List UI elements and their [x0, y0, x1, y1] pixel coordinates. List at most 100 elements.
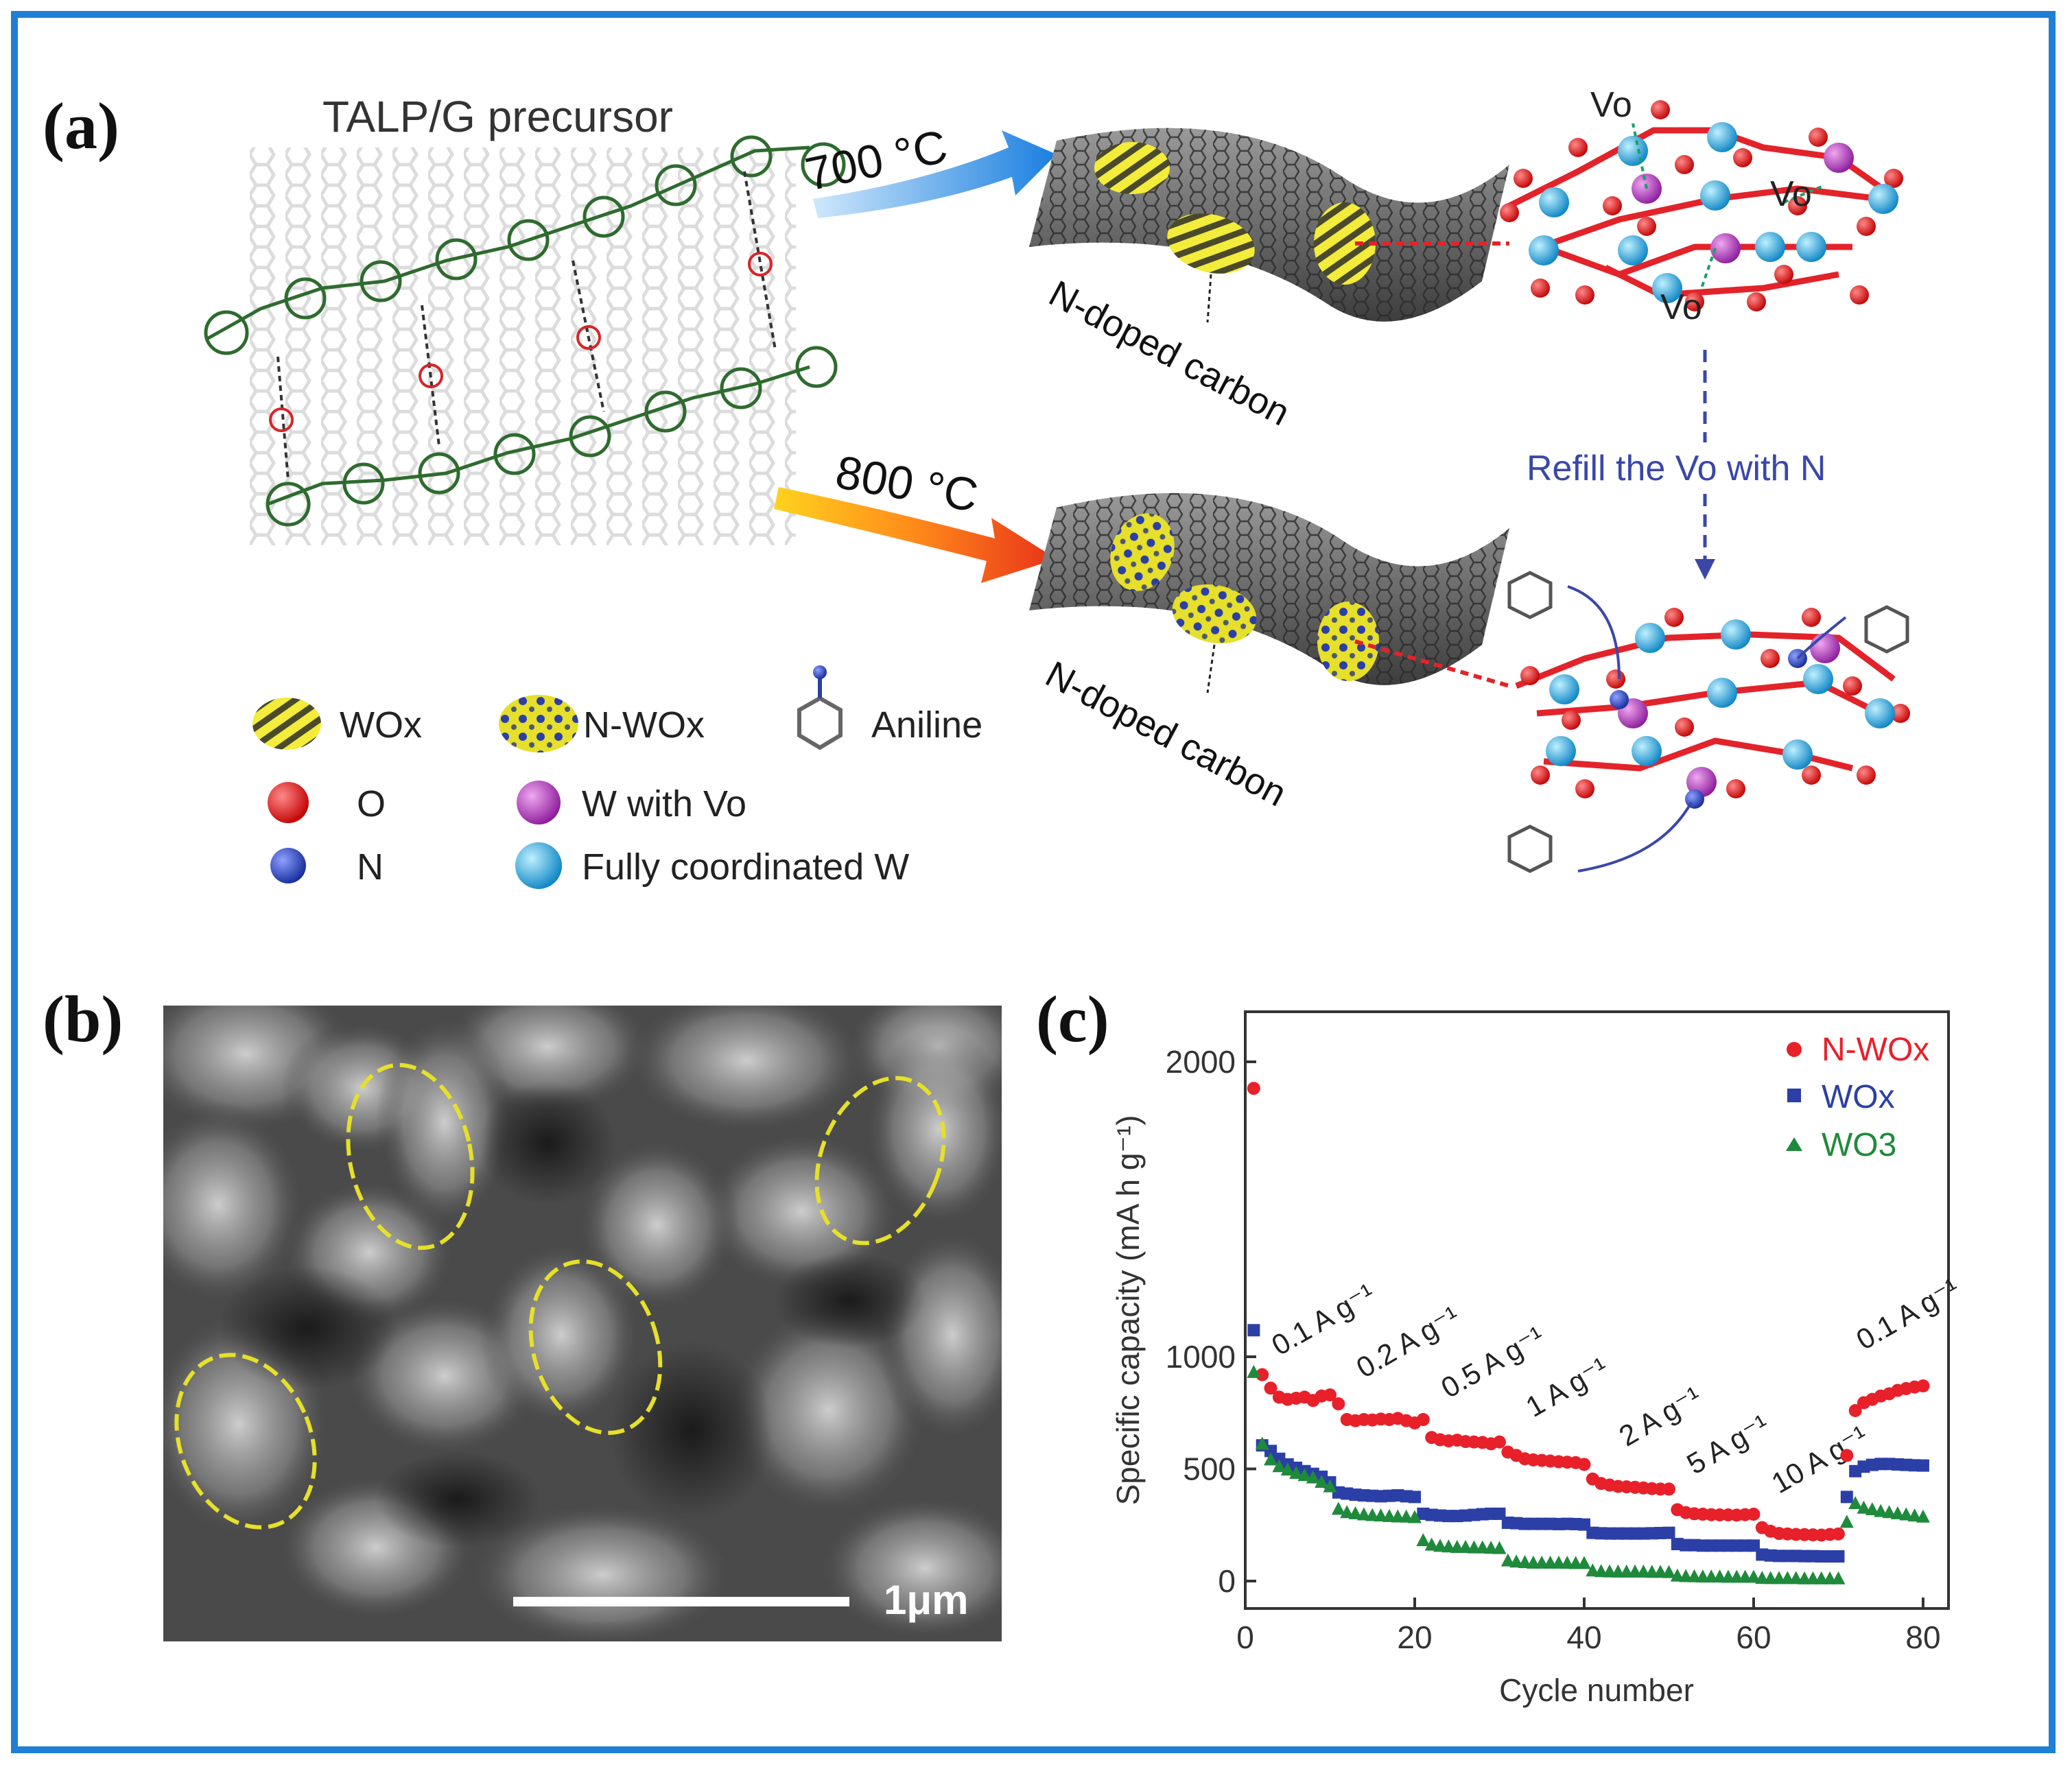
point-wo3 — [1315, 1475, 1329, 1488]
point-n-wox — [1416, 1413, 1430, 1427]
panel-label-a: (a) — [43, 89, 119, 163]
point-n-wox — [1332, 1397, 1345, 1411]
plot-frame — [1244, 1010, 1950, 1610]
point-wo3 — [1280, 1462, 1295, 1476]
point-wo3 — [1399, 1509, 1413, 1523]
point-wo3 — [1746, 1569, 1761, 1583]
panel-label-c: (c) — [1036, 982, 1109, 1056]
arrow-700 — [813, 130, 1057, 218]
chart-legend: N-WOx WOx WO3 — [1786, 1032, 1929, 1163]
aniline-molecules — [1507, 571, 1909, 873]
point-wo3 — [1323, 1479, 1337, 1493]
vacancy-label-1: Vo — [1590, 85, 1632, 125]
tungstic-acid-links — [269, 171, 777, 481]
point-wo3 — [1712, 1569, 1727, 1583]
point-wo3 — [1484, 1541, 1498, 1554]
legend-nwox-label: N-WOx — [583, 704, 705, 746]
point-wo3 — [1348, 1506, 1363, 1519]
graphene-lattice — [247, 147, 796, 545]
point-wo3 — [1365, 1508, 1380, 1521]
y-tick-label: 500 — [1183, 1451, 1236, 1487]
legend-wox-label: WOx — [340, 704, 422, 746]
point-n-wox — [1831, 1527, 1845, 1541]
point-wo3 — [1416, 1533, 1431, 1547]
schematic-panel: TALP/G precursor 700 °C 800 °C N-doped c… — [204, 85, 1910, 889]
point-wo3 — [1391, 1509, 1405, 1523]
legend-oxygen: O — [268, 782, 386, 824]
micrograph-image: 1μm — [163, 1006, 1002, 1641]
point-wo3 — [1247, 1364, 1261, 1378]
vacancy-label-2: Vo — [1770, 174, 1812, 214]
point-wo3 — [1831, 1571, 1846, 1584]
legend-marker-wo3 — [1786, 1137, 1802, 1151]
point-wo3 — [1577, 1556, 1591, 1569]
carbon-sheet-bottom — [1029, 492, 1509, 693]
wox-lattice-top — [1500, 100, 1903, 311]
point-wox — [1408, 1491, 1421, 1504]
point-n-wox — [1323, 1388, 1337, 1402]
point-wox — [1662, 1526, 1675, 1539]
rate-label: 5 A g⁻¹ — [1682, 1408, 1775, 1481]
point-wox — [1840, 1491, 1853, 1504]
x-tick-label: 20 — [1397, 1619, 1432, 1655]
legend-nitrogen-label: N — [357, 846, 384, 888]
point-wo3 — [1264, 1452, 1278, 1466]
point-wo3 — [1441, 1539, 1456, 1553]
precursor-title: TALP/G precursor — [322, 92, 673, 141]
x-tick-label: 80 — [1905, 1619, 1940, 1655]
point-wo3 — [1789, 1571, 1803, 1584]
point-n-wox — [1256, 1368, 1269, 1381]
point-wo3 — [1475, 1540, 1490, 1554]
rate-label: 2 A g⁻¹ — [1614, 1380, 1707, 1453]
point-wo3 — [1509, 1554, 1524, 1568]
point-wo3 — [1882, 1505, 1896, 1519]
x-tick-label: 0 — [1236, 1619, 1254, 1655]
point-n-wox — [1492, 1435, 1506, 1449]
legend-w-full-label: Fully coordinated W — [582, 846, 909, 888]
point-wox — [1247, 1324, 1260, 1337]
point-wo3 — [1500, 1553, 1515, 1567]
y-axis-label: Specific capacity (mA h g⁻¹) — [1110, 1115, 1146, 1506]
legend-aniline-label: Aniline — [871, 704, 982, 746]
point-wo3 — [1407, 1510, 1422, 1523]
point-n-wox — [1264, 1381, 1278, 1395]
point-n-wox — [1577, 1458, 1591, 1471]
point-wo3 — [1679, 1569, 1693, 1582]
legend-entry-nwox: N-WOx — [1822, 1032, 1929, 1068]
scale-bar-label: 1μm — [884, 1577, 969, 1623]
refill-text: Refill the Vo with N — [1527, 449, 1826, 488]
legend-entry-wox: WOx — [1822, 1079, 1895, 1115]
point-wox — [1832, 1550, 1845, 1563]
point-wo3 — [1907, 1508, 1922, 1522]
y-tick-label: 2000 — [1166, 1044, 1236, 1080]
point-wo3 — [1340, 1505, 1354, 1519]
x-tick-label: 60 — [1736, 1619, 1771, 1655]
point-wo3 — [1306, 1470, 1320, 1484]
point-n-wox — [1747, 1508, 1761, 1521]
legend-nwox: N-WOx — [499, 695, 705, 752]
point-wo3 — [1459, 1539, 1473, 1553]
point-wo3 — [1331, 1501, 1345, 1515]
point-wo3 — [1518, 1555, 1532, 1569]
nwox-lattice-bottom — [1515, 608, 1910, 809]
point-n-wox — [1662, 1482, 1675, 1496]
point-wo3 — [1374, 1508, 1388, 1522]
carbon-sheet-top — [1029, 128, 1509, 323]
legend-marker-nwox — [1787, 1042, 1802, 1057]
rate-label: 1 A g⁻¹ — [1520, 1351, 1614, 1423]
point-wo3 — [1255, 1436, 1269, 1450]
point-wo3 — [1289, 1466, 1304, 1480]
point-wo3 — [1890, 1506, 1905, 1519]
legend-w-vacancy: W with Vo — [517, 781, 746, 824]
point-wo3 — [1603, 1564, 1617, 1578]
point-n-wox — [1916, 1379, 1930, 1393]
point-wo3 — [1272, 1459, 1286, 1473]
legend-marker-wox — [1787, 1089, 1801, 1102]
point-wo3 — [1865, 1502, 1879, 1516]
scale-bar — [513, 1597, 849, 1606]
point-wo3 — [1433, 1539, 1448, 1552]
legend-w-vacancy-label: W with Vo — [582, 783, 746, 824]
carbon-label-top: N-doped carbon — [1042, 273, 1296, 434]
legend-wox: WOx — [252, 698, 422, 750]
